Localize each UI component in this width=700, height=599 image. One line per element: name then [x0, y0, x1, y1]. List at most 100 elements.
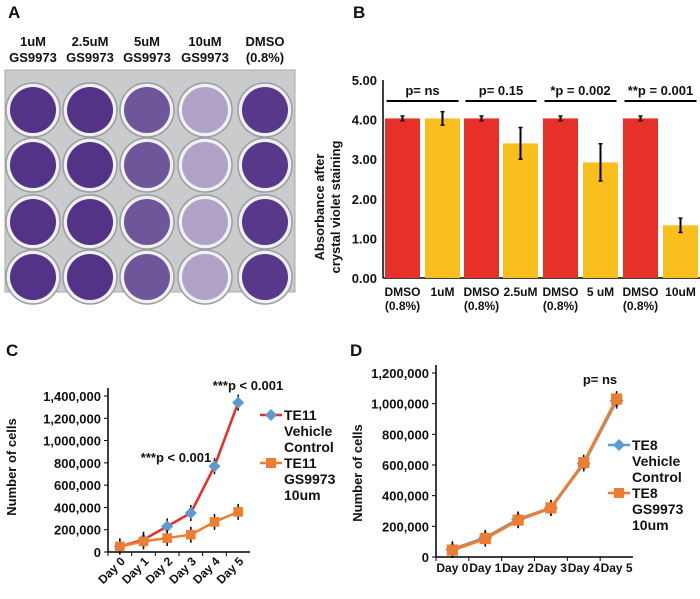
data-point-square [209, 517, 220, 527]
plate-column-label: GS9973 [123, 50, 171, 65]
x-tick-label: (0.8%) [623, 299, 658, 313]
legend-label: Control [284, 439, 334, 455]
legend-label: Vehicle [284, 423, 332, 439]
well-stain [67, 199, 113, 245]
y-tick-label: 600,000 [382, 458, 429, 473]
legend-label: 10um [284, 487, 321, 503]
plate-column-label: 5uM [134, 34, 160, 49]
well-stain [242, 254, 288, 300]
x-tick-label: (0.8%) [464, 299, 499, 313]
legend-label: TE11 [284, 455, 317, 471]
x-tick-label: DMSO [385, 285, 421, 299]
y-tick-label: 200,000 [382, 519, 429, 534]
series-line [451, 398, 618, 552]
well-stain [67, 142, 113, 188]
data-point-square [186, 529, 196, 540]
plate-column-label: DMSO [246, 34, 285, 49]
y-axis-label: Number of cells [4, 418, 19, 516]
bar [623, 118, 658, 278]
well-stain [182, 254, 228, 300]
well-stain [124, 142, 170, 188]
bar [543, 118, 578, 278]
data-point-diamond [184, 507, 197, 519]
well-stain [10, 199, 56, 245]
well-stain [242, 87, 288, 133]
well-base [182, 199, 228, 245]
data-point-square [479, 533, 491, 545]
plate-column-label: 1uM [20, 34, 46, 49]
y-tick-label: 4.00 [352, 113, 377, 128]
p-value-label: p= ns [405, 83, 439, 98]
y-tick-label: 1,200,000 [43, 411, 101, 426]
y-tick-label: 1,400,000 [43, 389, 101, 404]
panel-label: C [6, 341, 18, 360]
p-value-label: ***p < 0.001 [141, 450, 211, 465]
y-tick-label: 200,000 [54, 523, 101, 538]
well-stain [182, 87, 228, 133]
bar [663, 225, 698, 278]
bar [464, 118, 499, 278]
legend-marker-diamond [265, 409, 277, 421]
y-tick-label: 1.00 [352, 231, 377, 246]
y-tick-label: 0 [94, 545, 101, 560]
x-tick-label: DMSO [464, 285, 500, 299]
well-stain [242, 142, 288, 188]
y-tick-label: 1,200,000 [371, 366, 429, 381]
data-point-diamond [161, 520, 174, 533]
well-base [182, 142, 228, 188]
plate-column-label: GS9973 [66, 50, 114, 65]
x-tick-label: Day 0 [436, 561, 468, 575]
data-point-diamond [208, 460, 221, 473]
well-stain [124, 254, 170, 300]
well-stain [124, 199, 170, 245]
data-point-square [446, 544, 459, 556]
well-stain [242, 199, 288, 245]
y-tick-label: 5.00 [352, 73, 377, 88]
panel-label: A [8, 3, 20, 22]
well-base [182, 87, 228, 133]
y-tick-label: 600,000 [54, 478, 101, 493]
y-tick-label: 400,000 [382, 489, 429, 504]
y-tick-label: 800,000 [54, 456, 101, 471]
well-stain [10, 87, 56, 133]
well-base [182, 254, 228, 300]
legend-label: TE8 [632, 485, 658, 501]
well-stain [67, 254, 113, 300]
x-tick-label: 5 uM [587, 285, 614, 299]
bar [503, 143, 538, 278]
series-line [451, 399, 618, 551]
data-point-square [610, 393, 623, 405]
plate-column-label: GS9973 [9, 50, 57, 65]
x-tick-label: Day 1 [469, 561, 501, 575]
x-tick-label: 2.5uM [503, 285, 537, 299]
bar [425, 118, 460, 278]
legend-label: GS9973 [632, 501, 684, 517]
y-tick-label: 800,000 [382, 427, 429, 442]
x-tick-label: (0.8%) [543, 299, 578, 313]
y-tick-label: 1,000,000 [371, 397, 429, 412]
y-tick-label: 2.00 [352, 192, 377, 207]
well-stain [10, 254, 56, 300]
well-stain [124, 87, 170, 133]
x-tick-label: Day 4 [568, 561, 600, 575]
plate-column-label: 10uM [188, 34, 221, 49]
legend-marker-square [614, 488, 624, 498]
legend-label: GS9973 [284, 471, 336, 487]
p-value-label: **p = 0.001 [628, 83, 693, 98]
well-stain [10, 142, 56, 188]
well-stain [182, 142, 228, 188]
well-stain [182, 199, 228, 245]
data-point-square [578, 457, 590, 469]
data-point-square [545, 502, 557, 514]
data-point-square [162, 533, 172, 543]
y-tick-label: 1,000,000 [43, 434, 101, 449]
data-point-square [233, 507, 243, 517]
legend-marker-square [266, 458, 276, 468]
y-axis-label-line: crystal violet staining [328, 140, 343, 273]
p-value-label: p= ns [583, 372, 617, 387]
series-line [119, 402, 240, 548]
data-point-diamond [232, 396, 245, 409]
x-tick-label: (0.8%) [385, 299, 420, 313]
p-value-label: ***p < 0.001 [213, 378, 283, 393]
